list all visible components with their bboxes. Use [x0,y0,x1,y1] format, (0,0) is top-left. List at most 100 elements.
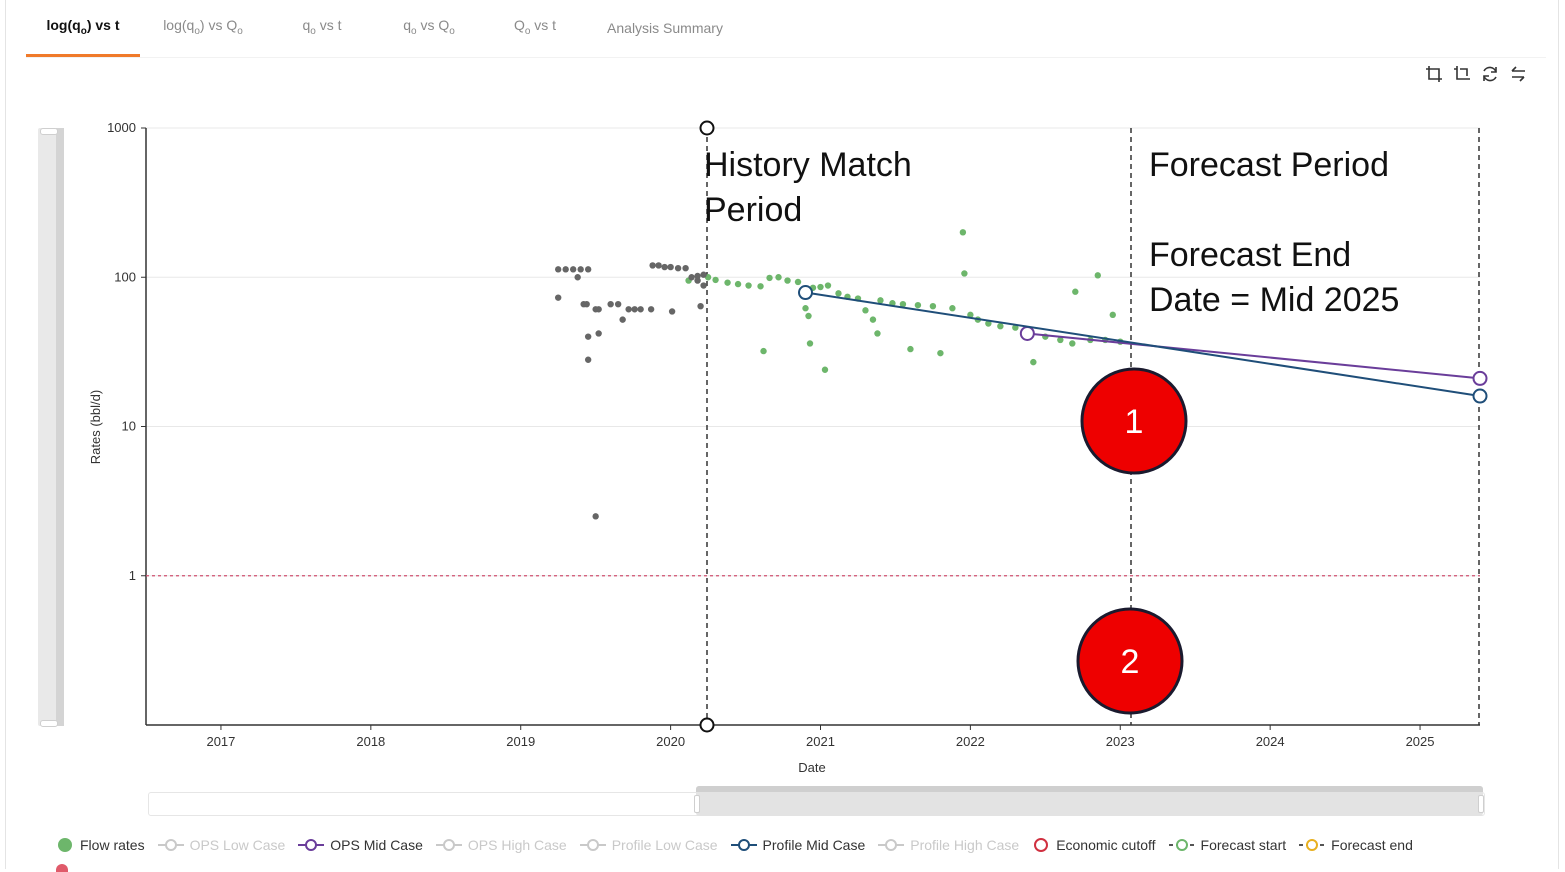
swap-icon[interactable] [1508,64,1528,84]
legend-label: Economic cutoff [1056,837,1156,853]
ops-mid-case-start-handle [1019,325,1035,341]
flow-rate-point [937,349,944,357]
pre-forecast-point [700,271,707,278]
legend-item-ops-mid-case[interactable]: OPS Mid Case [298,837,423,853]
profile-mid-case-end-handle [1472,388,1488,404]
x-zoom-slider[interactable] [148,786,1485,816]
x-zoom-handle-left[interactable] [694,795,700,813]
data-points [554,229,1124,520]
history-period-line2: Period [704,191,802,229]
frame-left-border [5,0,6,869]
legend-item-flow-rates[interactable]: Flow rates [56,836,145,854]
tab-Qo-vs-t[interactable]: Qo vs t [513,17,557,37]
pre-forecast-point [688,274,695,281]
legend-label: OPS Low Case [189,837,286,853]
flow-rate-point [817,283,824,291]
flow-rate-point [794,278,802,286]
y-zoom-handle-top[interactable] [40,128,58,135]
x-tick-labels: 2017 2018 2019 2020 2021 2022 2023 2024 2025 [206,725,1435,749]
forecast-start-handle-top [699,120,715,136]
pre-forecast-point [574,274,581,281]
flow-rate-point [997,322,1004,330]
badge-2-label: 2 [1121,643,1140,681]
pre-forecast-point [619,316,626,323]
y-tick-label: 10 [122,419,136,434]
legend-swatch-icon [56,836,74,854]
flow-rate-point [961,270,968,277]
flow-rate-point [914,301,922,309]
flow-rate-point [805,312,812,320]
legend-item-economic-cutoff[interactable]: Economic cutoff [1032,837,1156,853]
pre-forecast-point [595,330,602,337]
legend-overflow-marker [56,864,68,872]
y-tick-labels: 1000 100 10 1 [107,120,146,583]
forecast-lines [798,285,1488,404]
tab-qo-vs-t[interactable]: qo vs t [302,17,342,37]
tab-qo-vs-Qo[interactable]: qo vs Qo [403,17,455,37]
pre-forecast-point [647,306,655,313]
x-tick-label: 2023 [1106,734,1135,749]
pre-forecast-point [637,306,644,313]
x-zoom-selection-top[interactable] [696,786,1483,792]
x-zoom-handle-right[interactable] [1478,795,1484,813]
forecast-end-line1: Forecast End [1149,236,1351,274]
legend-swatch-icon [1032,837,1050,853]
pre-forecast-point [697,302,704,310]
legend-swatch-icon [730,837,757,853]
flow-rate-point [929,302,937,310]
legend-item-profile-low-case[interactable]: Profile Low Case [579,837,718,853]
y-zoom-slider[interactable] [38,128,64,727]
x-tick-label: 2020 [656,734,685,749]
pre-forecast-point [631,306,638,313]
badge-1-label: 1 [1125,403,1144,441]
flow-rate-point [1030,358,1037,366]
pre-forecast-point [595,306,602,313]
y-zoom-selection[interactable] [56,128,64,726]
legend-label: Profile Low Case [611,837,718,853]
flow-rate-point [1109,311,1116,319]
flow-rate-point [824,282,832,289]
pre-forecast-point [554,266,562,273]
pre-forecast-point [694,277,701,284]
legend-item-forecast-start[interactable]: Forecast start [1168,837,1286,853]
legend-item-ops-high-case[interactable]: OPS High Case [435,837,567,853]
restore-icon[interactable] [1480,64,1500,84]
tab-analysis-summary[interactable]: Analysis Summary [607,20,723,36]
legend-label: OPS Mid Case [330,837,423,853]
tab-log-qo-vs-t[interactable]: log(qo) vs t [46,17,120,37]
flow-rate-point [985,320,992,327]
flow-rate-point [724,279,731,286]
flow-rate-point [775,274,782,281]
pre-forecast-point [700,282,707,289]
pre-forecast-point [649,262,656,269]
zoom-select-icon[interactable] [1424,64,1444,84]
pre-forecast-point [583,300,590,308]
badge-2-circle [1076,607,1184,715]
legend-item-profile-high-case[interactable]: Profile High Case [878,837,1019,853]
pre-forecast-point [661,263,668,271]
annotations: History Match Period Forecast Period For… [704,146,1399,319]
tab-bar: log(qo) vs t log(qo) vs Qo qo vs t qo vs… [26,0,740,58]
flow-rate-point [757,283,764,290]
x-axis-label: Date [798,760,825,775]
legend-swatch-icon [298,837,325,853]
flow-rate-point [959,229,967,236]
legend-item-profile-mid-case[interactable]: Profile Mid Case [730,837,865,853]
y-zoom-handle-bottom[interactable] [40,720,58,727]
tab-log-qo-vs-Qo[interactable]: log(qo) vs Qo [163,17,243,37]
ops-mid-case-end-handle [1472,370,1488,386]
legend-item-ops-low-case[interactable]: OPS Low Case [157,837,286,853]
x-tick-label: 2018 [356,734,385,749]
flow-rate-point [821,366,829,373]
flow-rate-point [712,276,719,284]
x-tick-label: 2019 [506,734,535,749]
legend-item-forecast-end[interactable]: Forecast end [1299,837,1413,853]
legend-swatch-icon [878,837,905,853]
x-tick-label: 2021 [806,734,835,749]
legend-label: OPS High Case [467,837,567,853]
legend-swatch-icon [1299,837,1326,853]
profile-mid-case-start-handle [798,285,814,301]
flow-rate-point [784,277,791,284]
zoom-reset-icon[interactable] [1452,64,1472,84]
